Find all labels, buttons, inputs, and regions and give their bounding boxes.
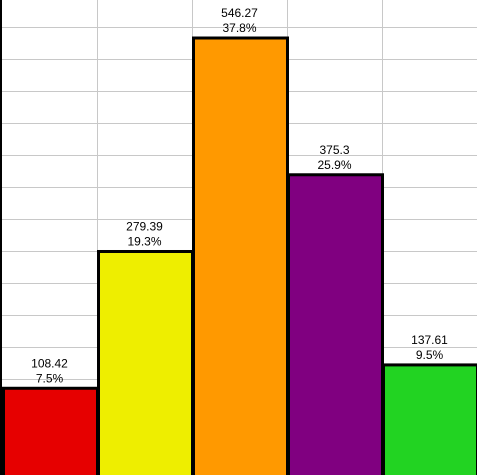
bar-percent-label: 37.8% — [222, 21, 256, 35]
bar-value-label: 279.39 — [126, 219, 163, 233]
bars — [2, 36, 477, 475]
bar-value-label: 137.61 — [411, 333, 448, 347]
bar-value-label: 375.3 — [319, 143, 349, 157]
bar-percent-label: 9.5% — [416, 348, 444, 362]
bar-value-label: 546.27 — [221, 6, 258, 20]
bar-value-label: 108.42 — [31, 356, 68, 370]
bar-1 — [2, 386, 99, 475]
bar-4 — [287, 173, 384, 475]
bar-2 — [97, 249, 194, 475]
bar-percent-label: 19.3% — [127, 234, 161, 248]
bar-percent-label: 25.9% — [317, 158, 351, 172]
bar-percent-label: 7.5% — [36, 371, 64, 385]
bar-5 — [382, 363, 477, 475]
bar-3 — [192, 36, 289, 475]
